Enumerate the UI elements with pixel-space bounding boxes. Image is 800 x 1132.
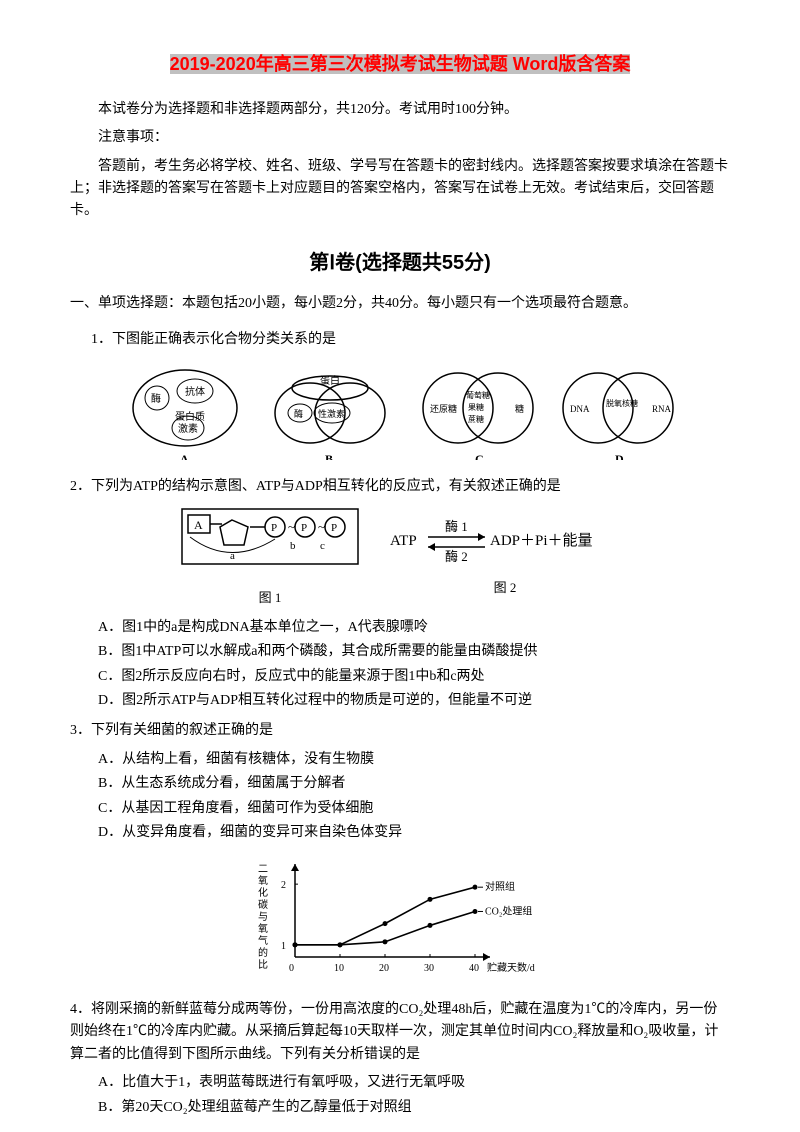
svg-text:c: c (320, 540, 325, 552)
q3-option-d: D．从变异角度看，细菌的变异可来自染色体变异 (70, 822, 730, 844)
q2-option-d: D．图2所示ATP与ADP相互转化过程中的物质是可逆的，但能量不可逆 (70, 690, 730, 712)
q3-option-c: C．从基因工程角度看，细菌可作为受体细胞 (70, 798, 730, 820)
svg-text:糖: 糖 (515, 403, 524, 414)
svg-text:碳: 碳 (258, 898, 268, 911)
svg-text:二: 二 (258, 864, 268, 875)
question-4-text: 4．将刚采摘的新鲜蓝莓分成两等份，一份用高浓度的CO₂处理48h后，贮藏在温度为… (70, 999, 730, 1066)
svg-text:氧: 氧 (258, 922, 268, 935)
svg-text:20: 20 (379, 963, 389, 974)
svg-text:B: B (325, 452, 333, 460)
note-header: 注意事项： (70, 127, 730, 149)
svg-text:CO₂处理组: CO₂处理组 (485, 905, 532, 918)
question-1-text: 1．下图能正确表示化合物分类关系的是 (70, 329, 730, 351)
svg-text:RNA: RNA (652, 404, 672, 414)
q3-option-a: A．从结构上看，细菌有核糖体，没有生物膜 (70, 749, 730, 771)
svg-text:果糖: 果糖 (468, 402, 484, 412)
svg-text:与: 与 (258, 911, 268, 923)
svg-text:A: A (194, 518, 203, 532)
q2-option-b: B．图1中ATP可以水解成a和两个磷酸，其合成所需要的能量由磷酸提供 (70, 641, 730, 663)
svg-text:40: 40 (469, 963, 479, 974)
svg-text:ATP: ATP (390, 533, 417, 549)
intro-text: 本试卷分为选择题和非选择题两部分，共120分。考试用时100分钟。 (70, 99, 730, 121)
fig2-label: 图 2 (390, 578, 620, 599)
svg-text:葡萄糖: 葡萄糖 (466, 390, 490, 400)
svg-text:DNA: DNA (570, 404, 590, 414)
svg-text:酶: 酶 (294, 408, 303, 419)
q4-option-a: A．比值大于1，表明蓝莓既进行有氧呼吸，又进行无氧呼吸 (70, 1072, 730, 1094)
svg-text:比: 比 (258, 959, 268, 971)
svg-text:0: 0 (289, 963, 294, 974)
note-body: 答题前，考生务必将学校、姓名、班级、学号写在答题卡的密封线内。选择题答案按要求填… (70, 156, 730, 223)
svg-text:还原糖: 还原糖 (430, 403, 457, 414)
svg-text:P: P (331, 522, 337, 534)
svg-text:气: 气 (258, 934, 268, 947)
question-2-text: 2．下列为ATP的结构示意图、ATP与ADP相互转化的反应式，有关叙述正确的是 (70, 476, 730, 498)
svg-text:贮藏天数/d: 贮藏天数/d (487, 961, 535, 974)
svg-text:~: ~ (318, 519, 325, 534)
svg-text:P: P (301, 522, 307, 534)
svg-text:C: C (475, 452, 484, 460)
question-1-figure: 蛋白质 酶 抗体 激素 A 蛋白 酶 性激素 B 还原糖 葡萄糖 果 (70, 360, 730, 469)
svg-text:抗体: 抗体 (185, 385, 205, 398)
svg-text:酶: 酶 (151, 392, 161, 405)
section-title: 第Ⅰ卷(选择题共55分) (70, 247, 730, 279)
svg-text:1: 1 (281, 941, 286, 952)
svg-text:激素: 激素 (178, 422, 198, 435)
fig1-label: 图 1 (180, 588, 360, 609)
q2-option-c: C．图2所示反应向右时，反应式中的能量来源于图1中b和c两处 (70, 666, 730, 688)
svg-text:的: 的 (258, 946, 268, 959)
svg-text:ADP＋Pi＋能量: ADP＋Pi＋能量 (490, 532, 593, 549)
q3-option-b: B．从生态系统成分看，细菌属于分解者 (70, 773, 730, 795)
svg-text:酶 2: 酶 2 (445, 549, 468, 564)
question-4-chart: 二氧化碳与氧气的比01020304012对照组CO₂处理组贮藏天数/d (70, 852, 730, 991)
svg-text:蔗糖: 蔗糖 (468, 414, 484, 424)
svg-text:10: 10 (334, 963, 344, 974)
question-2-figure-row: A P ~ P ~ P a b c 图 1 ATP 酶 1 酶 2 (70, 507, 730, 609)
svg-text:酶 1: 酶 1 (445, 519, 468, 534)
document-title: 2019-2020年高三第三次模拟考试生物试题 Word版含答案 (70, 50, 730, 79)
svg-text:a: a (230, 550, 235, 562)
svg-text:30: 30 (424, 963, 434, 974)
svg-text:化: 化 (258, 886, 268, 899)
svg-text:性激素: 性激素 (318, 408, 345, 419)
svg-text:脱氧核糖: 脱氧核糖 (606, 398, 638, 408)
q4-option-b: B．第20天CO₂处理组蓝莓产生的乙醇量低于对照组 (70, 1097, 730, 1119)
section-instruction: 一、单项选择题：本题包括20小题，每小题2分，共40分。每小题只有一个选项最符合… (70, 293, 730, 315)
svg-text:对照组: 对照组 (485, 881, 515, 894)
svg-text:b: b (290, 540, 296, 552)
svg-text:氧: 氧 (258, 874, 268, 887)
svg-text:D: D (615, 452, 624, 460)
question-3-text: 3．下列有关细菌的叙述正确的是 (70, 720, 730, 742)
svg-text:~: ~ (288, 519, 295, 534)
q2-option-a: A．图1中的a是构成DNA基本单位之一，A代表腺嘌呤 (70, 617, 730, 639)
svg-text:2: 2 (281, 881, 286, 892)
svg-text:A: A (180, 452, 189, 460)
svg-text:P: P (271, 522, 277, 534)
